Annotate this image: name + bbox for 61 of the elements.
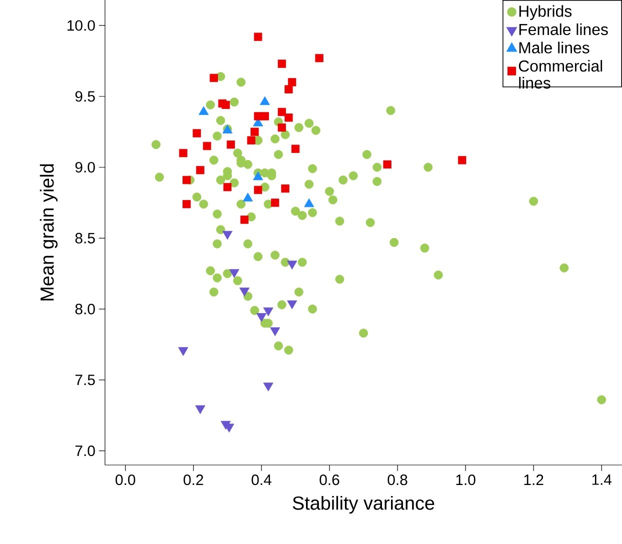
point <box>254 32 262 41</box>
legend-label: Male lines <box>519 42 590 54</box>
point <box>210 74 218 82</box>
point <box>240 216 249 224</box>
point <box>270 198 280 207</box>
point <box>178 347 188 356</box>
y-tick-label: 8.5 <box>75 232 95 244</box>
y-tick-label: 9.0 <box>75 162 95 173</box>
point <box>196 166 204 174</box>
y-tick-label: 9.5 <box>75 91 95 102</box>
point <box>182 176 191 184</box>
point <box>179 149 188 158</box>
x-tick-label: 0.6 <box>320 474 340 486</box>
point <box>281 184 290 193</box>
x-tick-label: 1.2 <box>524 474 544 485</box>
point <box>239 288 250 296</box>
point <box>222 100 230 109</box>
point <box>278 60 286 68</box>
point <box>315 54 324 62</box>
point <box>263 307 274 316</box>
point <box>263 382 274 392</box>
y-tick-label: 7.0 <box>75 446 95 456</box>
point <box>288 78 296 86</box>
point <box>278 123 286 132</box>
x-tick-label: 1.0 <box>456 474 476 486</box>
x-tick-label: 0.0 <box>116 474 136 486</box>
point <box>182 200 191 208</box>
point <box>287 300 298 310</box>
point <box>226 140 235 149</box>
x-tick-label: 1.4 <box>592 474 612 485</box>
point <box>250 128 259 136</box>
point <box>260 96 270 106</box>
point <box>383 160 392 169</box>
point <box>284 85 293 94</box>
point <box>192 129 201 138</box>
y-tick-label: 8.0 <box>75 304 95 314</box>
x-tick-label: 0.4 <box>252 474 272 486</box>
legend-label: Hybrids <box>519 5 572 20</box>
point <box>229 269 240 278</box>
point <box>287 260 298 270</box>
point <box>198 106 209 115</box>
x-axis-title: Stability variance <box>292 496 434 514</box>
legend-label: Female lines <box>519 23 608 36</box>
point <box>256 313 266 322</box>
point <box>195 405 206 414</box>
point <box>202 142 212 150</box>
x-tick-label: 0.8 <box>388 474 408 486</box>
y-axis-title: Mean grain yield <box>40 164 58 300</box>
point <box>278 108 286 116</box>
point <box>223 183 232 192</box>
point <box>284 114 293 122</box>
point <box>222 230 232 240</box>
point <box>254 186 262 194</box>
y-tick-label: 7.5 <box>75 374 95 386</box>
point <box>291 144 300 153</box>
point <box>260 112 269 120</box>
x-tick-label: 0.2 <box>184 474 204 486</box>
y-tick-label: 10.0 <box>68 20 95 31</box>
point <box>458 156 466 164</box>
point <box>247 136 256 144</box>
point <box>270 327 280 336</box>
